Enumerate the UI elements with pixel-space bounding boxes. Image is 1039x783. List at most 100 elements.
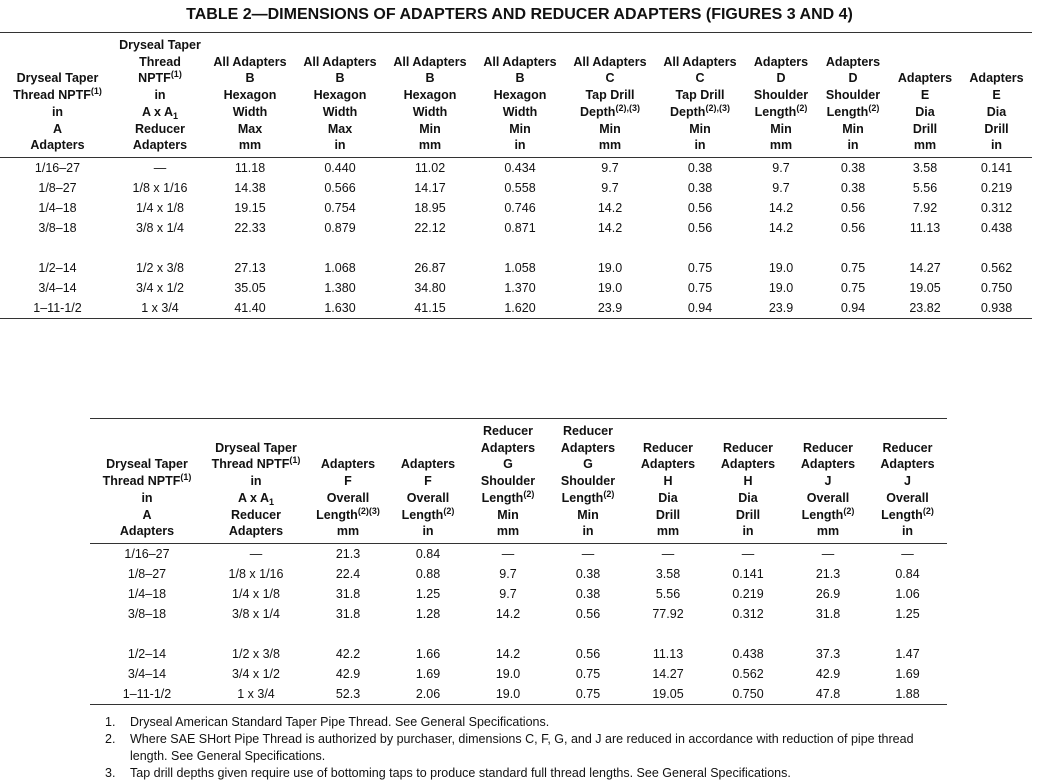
title: TABLE 2—DIMENSIONS OF ADAPTERS AND REDUC… (186, 6, 853, 23)
footnote-ref: (2) (443, 505, 455, 516)
header-line: mm (656, 524, 680, 539)
cell: 14.2 (495, 606, 521, 621)
header-line: Adapters (480, 440, 536, 455)
column-header: Adapters E Dia Drill in (961, 32, 1032, 158)
header-line: E (920, 88, 930, 103)
cell: 0.56 (575, 646, 601, 661)
header-line: Width (322, 104, 358, 119)
notes: 1. Dryseal American Standard Taper Pipe T… (105, 714, 935, 782)
cell: 19.0 (597, 260, 623, 275)
cell: 0.558 (504, 180, 536, 195)
cell: 19.05 (628, 683, 708, 705)
header-line: Adapters (132, 138, 188, 153)
cell: 14.27 (652, 666, 684, 681)
group-gap (0, 238, 1032, 258)
cell: 0.219 (732, 586, 764, 601)
header-line: Min (577, 507, 599, 522)
header-line: Dia (738, 490, 758, 505)
cell: 9.7 (499, 586, 517, 601)
header-line: Drill (735, 507, 761, 522)
header-line: Min (689, 121, 711, 136)
header-line: F (424, 474, 432, 489)
header-line: Overall (406, 490, 450, 505)
header-line: Reducer (642, 440, 694, 455)
header-line: Adapters (119, 524, 175, 539)
column-header: All Adapters C Tap Drill Depth(2),(3) Min in (655, 32, 745, 158)
header-line: C (695, 71, 705, 86)
header-line: Length(2) (868, 506, 947, 524)
header-line: mm (598, 138, 622, 153)
cell: 22.12 (414, 220, 446, 235)
table-row: 3/8–18 3/8 x 1/4 22.33 0.879 22.12 0.871 14.2 0… (0, 218, 1032, 238)
column-header: Dryseal Taper Thread NPTF(1) in A Adapters (0, 32, 115, 158)
header-line: F (344, 474, 352, 489)
cell: 41.15 (385, 297, 475, 319)
header-line: All Adapters (213, 54, 287, 69)
header-line: Hexagon (313, 88, 367, 103)
header-line: Dryseal Taper (106, 457, 188, 472)
column-header: Reducer Adapters H Dia Drill mm (628, 418, 708, 544)
header-text: Depth (670, 104, 706, 119)
header-line: mm (418, 138, 442, 153)
cell: — (901, 546, 914, 561)
cell: 1.47 (895, 646, 920, 661)
subscript: 1 (269, 496, 275, 507)
cell: 52.3 (308, 683, 388, 705)
cell: 0.38 (687, 180, 713, 195)
column-header: Adapters D Shoulder Length(2) Min in (817, 32, 889, 158)
cell: 0.566 (324, 180, 356, 195)
header-line: NPTF(1) (115, 70, 205, 87)
header-line: Drill (984, 121, 1009, 136)
dimensions-table-1: Dryseal Taper Thread NPTF(1) in A Adapters Dr… (0, 32, 1032, 319)
cell: 0.438 (732, 646, 764, 661)
cell: 1.068 (324, 260, 356, 275)
header-line: Depth(2),(3) (565, 103, 655, 121)
header-line: Reducer (562, 424, 614, 438)
header-line: Reducer (722, 440, 774, 455)
cell: 3/8–18 (38, 220, 77, 235)
cell: 3/8–18 (127, 606, 167, 621)
header-line: Width (502, 104, 538, 119)
column-header: Reducer Adapters G Shoulder Length(2) Min in (548, 418, 628, 544)
cell: 19.15 (234, 200, 266, 215)
cell: 37.3 (815, 646, 841, 661)
note-number: 1. (105, 715, 116, 729)
cell: 14.2 (768, 200, 794, 215)
cell: 27.13 (234, 260, 266, 275)
note-number: 3. (105, 766, 116, 780)
cell: 0.438 (980, 220, 1013, 235)
header-line: Min (842, 121, 864, 136)
cell: 18.95 (414, 200, 446, 215)
table-row: 1–11-1/2 1 x 3/4 41.40 1.630 41.15 1.620 23.9 0… (0, 297, 1032, 319)
header-line: Width (232, 104, 268, 119)
header-line: Adapters (825, 54, 881, 69)
header-line: in (141, 490, 153, 505)
cell: 0.38 (575, 566, 601, 581)
header-line: mm (238, 138, 262, 153)
cell: 1.25 (895, 606, 920, 621)
cell: 0.56 (575, 606, 601, 621)
cell: 1.66 (415, 646, 441, 661)
header-line: Depth(2),(3) (655, 103, 745, 121)
cell: 3.58 (912, 160, 938, 175)
column-header: Dryseal Taper Thread NPTF(1) in A Adapters (90, 418, 204, 544)
cell: 1.630 (295, 297, 385, 319)
cell: 0.879 (324, 220, 356, 235)
header-line: Reducer (882, 440, 933, 455)
cell: 0.434 (504, 160, 536, 175)
header-line: Min (509, 121, 531, 136)
header-line: A (52, 121, 63, 136)
cell: 19.0 (495, 666, 521, 681)
note-text: Where SAE SHort Pipe Thread is authorize… (130, 732, 914, 763)
header-text: Length (561, 490, 604, 505)
column-header: Reducer Adapters H Dia Drill in (708, 418, 788, 544)
cell: 1/2 x 3/8 (136, 260, 184, 275)
header-line: Shoulder (753, 88, 809, 103)
header-line: Reducer (482, 424, 534, 438)
cell: 23.82 (889, 297, 961, 319)
cell: 47.8 (788, 683, 868, 705)
cell: 7.92 (912, 200, 938, 215)
cell: 3/4 x 1/2 (136, 280, 184, 295)
header-line: All Adapters (573, 54, 647, 69)
header-line: Drill (912, 121, 938, 136)
